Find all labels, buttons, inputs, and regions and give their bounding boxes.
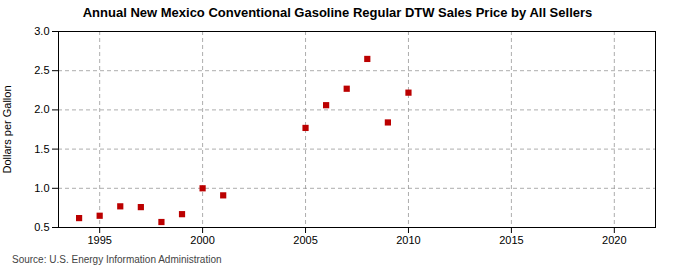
svg-text:Dollars per Gallon: Dollars per Gallon [1,85,13,173]
svg-text:1.0: 1.0 [34,182,49,194]
svg-text:2.5: 2.5 [34,64,49,76]
svg-text:1.5: 1.5 [34,143,49,155]
svg-text:2000: 2000 [190,234,214,246]
html-text:Source: U.S. Energy Informatio: Source: U.S. Energy Information Administ… [12,254,222,265]
svg-text:2.0: 2.0 [34,103,49,115]
svg-text:2005: 2005 [293,234,317,246]
svg-text:2010: 2010 [396,234,420,246]
svg-text:3.0: 3.0 [34,25,49,37]
svg-text:2020: 2020 [602,234,626,246]
svg-text:2015: 2015 [499,234,523,246]
svg-text:1995: 1995 [87,234,111,246]
svg-text:0.5: 0.5 [34,221,49,233]
html-text:Annual New Mexico Conventional: Annual New Mexico Conventional Gasoline … [82,5,593,20]
